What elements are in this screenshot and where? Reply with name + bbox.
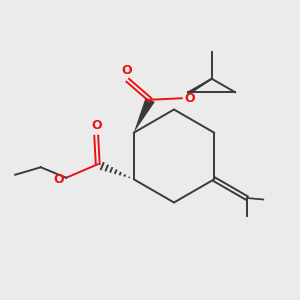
Text: O: O (91, 119, 101, 132)
Text: O: O (121, 64, 131, 76)
Text: O: O (53, 173, 64, 186)
Polygon shape (134, 98, 155, 133)
Text: O: O (185, 92, 195, 105)
